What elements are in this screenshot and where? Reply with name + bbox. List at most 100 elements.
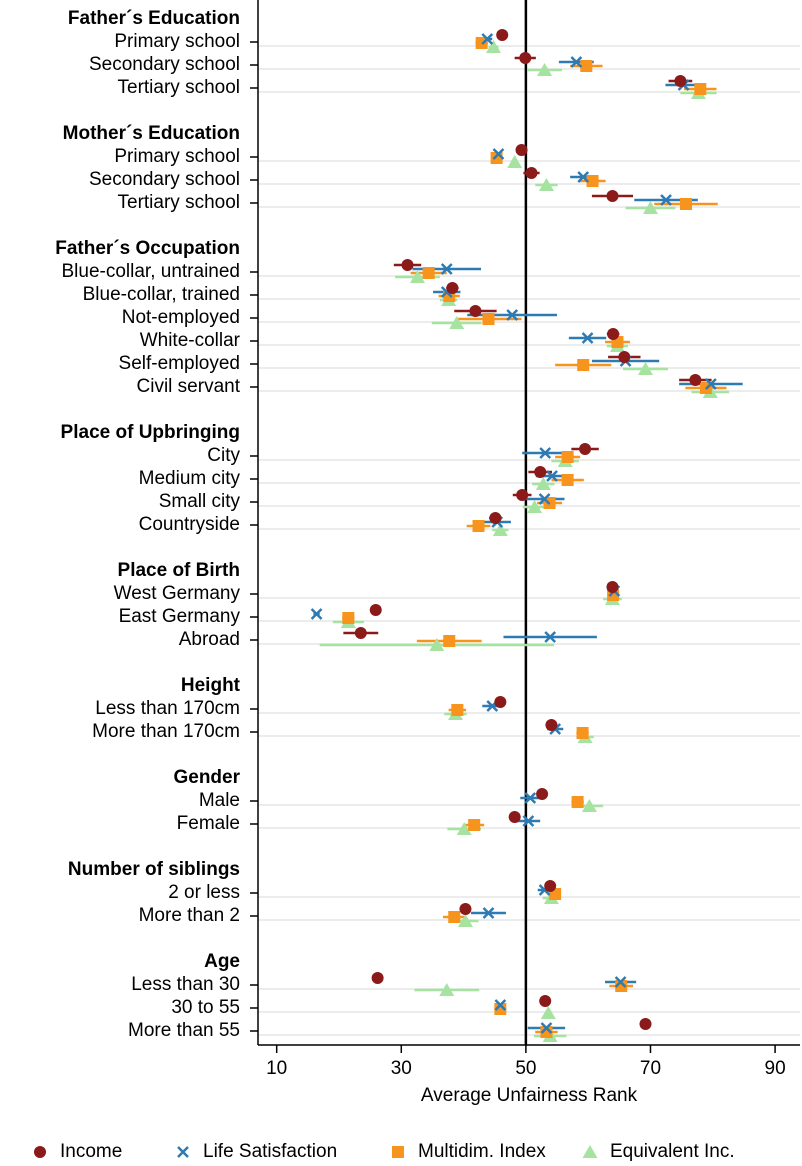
marker [446, 282, 459, 294]
marker [457, 914, 473, 927]
marker [506, 309, 519, 321]
y-tick-label: Blue-collar, trained [83, 284, 240, 305]
y-tick-label: Secondary school [89, 169, 240, 190]
y-tick-label: Female [177, 813, 240, 834]
y-tick-label: 30 to 55 [171, 997, 240, 1018]
y-tick-label: Secondary school [89, 54, 240, 75]
group-header: Mother´s Education [63, 123, 240, 144]
marker [469, 305, 482, 317]
marker [637, 362, 653, 375]
marker [580, 60, 593, 72]
marker [561, 474, 574, 486]
legend-item: Equivalent Inc. [582, 1141, 735, 1162]
group-header: Place of Upbringing [61, 422, 240, 443]
legend-swatch [582, 1145, 598, 1158]
marker [581, 799, 597, 812]
marker [642, 201, 658, 214]
marker [342, 612, 355, 624]
y-tick-label: West Germany [114, 583, 241, 604]
y-tick-label: 2 or less [168, 882, 240, 903]
marker [494, 999, 507, 1011]
marker [527, 500, 543, 513]
marker [494, 696, 507, 708]
legend-label: Income [60, 1141, 122, 1162]
marker [577, 359, 590, 371]
legend-swatch [177, 1146, 189, 1158]
marker [538, 178, 554, 191]
marker [492, 523, 508, 536]
marker [519, 52, 532, 64]
y-tick-label: Primary school [114, 31, 240, 52]
marker [482, 907, 495, 919]
marker [540, 1022, 553, 1034]
y-tick-label: Less than 30 [131, 974, 240, 995]
y-tick-label: Tertiary school [118, 77, 241, 98]
marker [448, 911, 461, 923]
marker [694, 83, 707, 95]
marker [540, 1006, 556, 1019]
marker [537, 63, 553, 76]
y-tick-label: More than 2 [139, 905, 240, 926]
marker [538, 493, 551, 505]
x-tick-label: 90 [765, 1058, 786, 1079]
marker [639, 1018, 652, 1030]
legend-item: Income [34, 1141, 122, 1162]
marker [485, 40, 501, 53]
x-tick-label: 30 [391, 1058, 412, 1079]
y-tick-label: Not-employed [122, 307, 240, 328]
marker [456, 822, 472, 835]
marker [581, 332, 594, 344]
marker [401, 259, 414, 271]
legend-label: Multidim. Index [418, 1141, 546, 1162]
y-tick-label: Abroad [179, 629, 240, 650]
marker [371, 972, 384, 984]
marker [606, 581, 619, 593]
marker [607, 328, 620, 340]
marker [674, 75, 687, 87]
marker [451, 704, 464, 716]
y-tick-label: Countryside [139, 514, 240, 535]
y-tick-label: More than 170cm [92, 721, 240, 742]
marker [515, 144, 528, 156]
marker [576, 727, 589, 739]
marker [409, 270, 425, 283]
marker [618, 351, 631, 363]
marker [439, 983, 455, 996]
marker [660, 194, 672, 206]
legend-swatch [392, 1146, 404, 1158]
marker [429, 638, 445, 651]
group-header: Number of siblings [68, 859, 240, 880]
y-tick-label: White-collar [140, 330, 241, 351]
y-tick-label: Civil servant [137, 376, 241, 397]
group-header: Height [181, 675, 241, 696]
y-tick-label: East Germany [119, 606, 241, 627]
marker [705, 378, 717, 390]
marker [524, 792, 537, 804]
y-tick-label: Tertiary school [118, 192, 241, 213]
marker [579, 443, 592, 455]
marker [468, 819, 481, 831]
y-tick-label: Medium city [139, 468, 241, 489]
y-tick-label: Blue-collar, untrained [62, 261, 241, 282]
marker [516, 489, 529, 501]
marker [540, 1026, 553, 1038]
marker [586, 175, 599, 187]
x-tick-label: 10 [266, 1058, 287, 1079]
marker [443, 635, 456, 647]
marker [539, 995, 552, 1007]
marker [534, 466, 547, 478]
marker [507, 155, 523, 168]
group-header: Gender [173, 767, 240, 788]
legend-swatch [34, 1146, 46, 1158]
marker [310, 608, 323, 620]
marker [536, 788, 549, 800]
group-header: Age [204, 951, 240, 972]
marker [459, 903, 472, 915]
marker [606, 190, 619, 202]
marker [689, 374, 702, 386]
marker [472, 520, 485, 532]
legend-label: Equivalent Inc. [610, 1141, 735, 1162]
marker [422, 267, 435, 279]
marker [544, 880, 557, 892]
